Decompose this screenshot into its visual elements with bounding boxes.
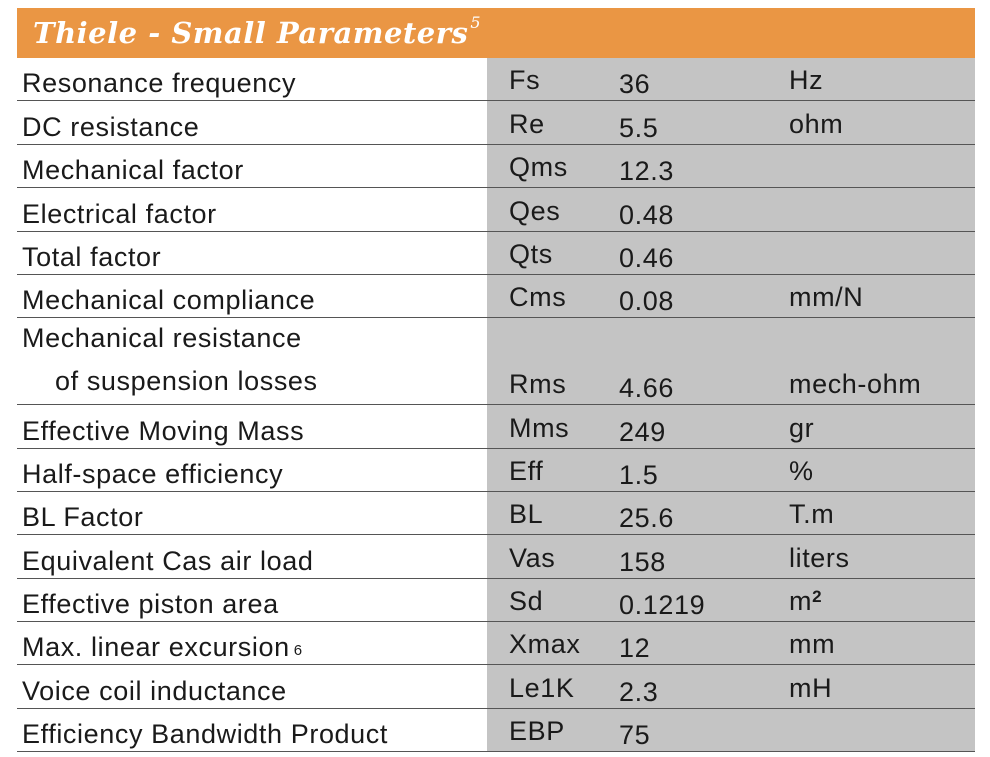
param-unit: mm/N <box>789 282 864 313</box>
param-name: BL Factor <box>22 502 144 533</box>
unit-base: m <box>789 586 813 617</box>
param-unit: T.m <box>789 499 835 530</box>
param-value: 158 <box>619 546 666 577</box>
param-unit <box>767 145 975 187</box>
param-name: Voice coil inductance <box>22 675 287 706</box>
param-unit <box>767 188 975 230</box>
table-row: Voice coil inductance Le1K 2.3 mH <box>17 665 975 709</box>
param-symbol: Qts <box>509 238 553 269</box>
param-unit: mm <box>789 629 836 660</box>
param-unit: Hz <box>789 65 824 96</box>
param-value: 0.08 <box>619 286 674 317</box>
param-symbol: Le1K <box>509 672 575 703</box>
param-value: 0.1219 <box>619 590 706 621</box>
param-unit <box>767 232 975 274</box>
param-name-line1: Mechanical resistance <box>22 323 302 354</box>
footnote-marker: 6 <box>293 642 303 660</box>
table-title: Thiele - Small Parameters 5 <box>17 13 482 50</box>
param-symbol: Re <box>509 108 545 139</box>
param-unit: liters <box>789 542 850 573</box>
table-row: Mechanical compliance Cms 0.08 mm/N <box>17 275 975 319</box>
table-row: Mechanical factor Qms 12.3 <box>17 145 975 189</box>
param-name: Mechanical resistance of suspension loss… <box>17 318 487 404</box>
param-unit <box>767 709 975 751</box>
table-row: Mechanical resistance of suspension loss… <box>17 318 975 406</box>
param-unit: % <box>789 455 814 486</box>
table-row: DC resistance Re 5.5 ohm <box>17 101 975 145</box>
param-name: DC resistance <box>22 111 200 142</box>
param-symbol: Xmax <box>509 629 581 660</box>
param-symbol: Qes <box>509 195 561 226</box>
param-symbol: EBP <box>509 716 565 747</box>
param-name: Equivalent Cas air load <box>22 545 314 576</box>
table-row: Equivalent Cas air load Vas 158 liters <box>17 535 975 579</box>
param-name: Mechanical compliance <box>22 285 316 316</box>
unit-superscript: 2 <box>812 587 823 607</box>
param-name: Mechanical factor <box>22 155 244 186</box>
title-text: Thiele - Small Parameters <box>33 16 469 50</box>
param-value: 5.5 <box>619 112 659 143</box>
param-value: 75 <box>619 720 651 751</box>
parameter-rows: Resonance frequency Fs 36 Hz DC resistan… <box>17 58 975 753</box>
param-value: 25.6 <box>619 503 674 534</box>
param-unit: mech-ohm <box>789 369 922 400</box>
table-header: Thiele - Small Parameters 5 <box>17 8 975 58</box>
param-value: 249 <box>619 416 666 447</box>
param-symbol: Fs <box>509 65 541 96</box>
table-row: Total factor Qts 0.46 <box>17 232 975 275</box>
thiele-small-table: Thiele - Small Parameters 5 Resonance fre… <box>17 8 975 753</box>
param-unit: ohm <box>789 108 844 139</box>
param-symbol: BL <box>509 499 544 530</box>
table-row: Efficiency Bandwidth Product EBP 75 <box>17 709 975 753</box>
param-name: Half-space efficiency <box>22 458 284 489</box>
param-symbol: Sd <box>509 586 544 617</box>
table-row: Half-space efficiency Eff 1.5 % <box>17 449 975 492</box>
param-name: Resonance frequency <box>22 68 297 99</box>
param-value: 2.3 <box>619 676 659 707</box>
param-value: 12.3 <box>619 156 674 187</box>
param-unit: gr <box>789 412 815 443</box>
param-symbol: Mms <box>509 412 570 443</box>
table-row: Effective Moving Mass Mms 249 gr <box>17 405 975 449</box>
param-symbol: Cms <box>509 282 567 313</box>
param-value: 0.48 <box>619 199 674 230</box>
table-row: Electrical factor Qes 0.48 <box>17 188 975 232</box>
param-name: Efficiency Bandwidth Product <box>22 719 388 750</box>
param-value: 0.46 <box>619 242 674 273</box>
param-value: 4.66 <box>619 373 674 404</box>
param-name: Effective Moving Mass <box>22 415 305 446</box>
table-row: BL Factor BL 25.6 T.m <box>17 492 975 536</box>
table-row: Max. linear excursion 6 Xmax 12 mm <box>17 622 975 666</box>
param-symbol: Eff <box>509 455 544 486</box>
param-name-line2: of suspension losses <box>55 366 318 397</box>
param-name: Total factor <box>22 241 162 272</box>
param-name: Effective piston area <box>22 589 279 620</box>
param-value: 1.5 <box>619 459 659 490</box>
param-value: 36 <box>619 69 651 100</box>
param-symbol: Vas <box>509 542 556 573</box>
title-footnote: 5 <box>470 13 482 33</box>
param-name: Max. linear excursion 6 <box>17 622 487 664</box>
param-symbol: Rms <box>509 369 567 400</box>
param-unit: mH <box>789 672 833 703</box>
param-value: 12 <box>619 633 651 664</box>
table-row: Resonance frequency Fs 36 Hz <box>17 58 975 102</box>
param-name: Electrical factor <box>22 198 217 229</box>
param-name-text: Max. linear excursion <box>22 632 290 663</box>
param-symbol: Qms <box>509 152 568 183</box>
